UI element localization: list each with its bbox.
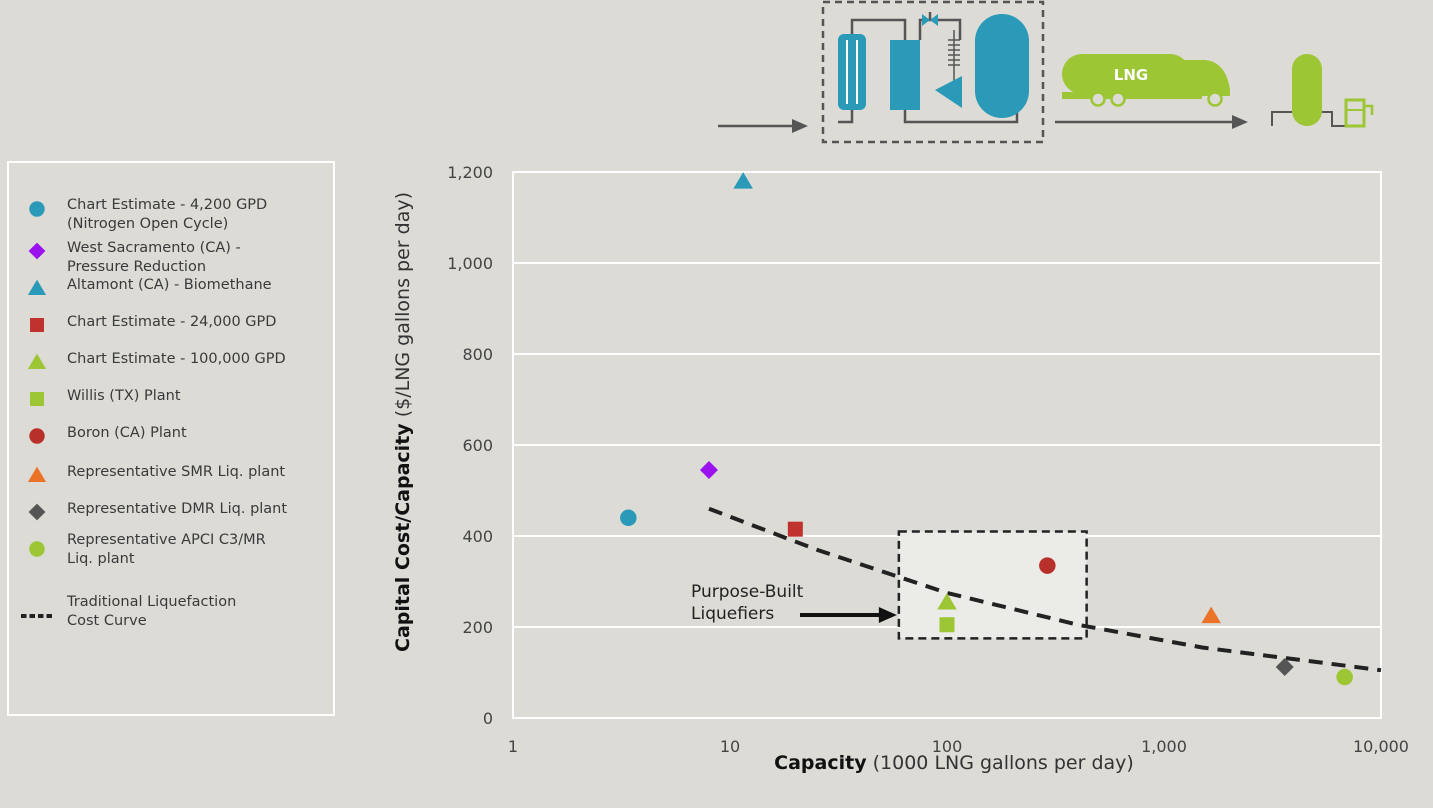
legend-symbol — [28, 503, 46, 521]
legend-label: Chart Estimate - 4,200 GPD (Nitrogen Ope… — [67, 197, 268, 232]
y-tick-label: 200 — [462, 618, 493, 637]
legend-symbol — [29, 428, 45, 444]
data-point — [1039, 557, 1056, 574]
legend-marker — [29, 201, 45, 217]
annotation-arrowhead — [878, 607, 897, 623]
y-tick-label: 400 — [462, 527, 493, 546]
legend-label: Representative DMR Liq. plant — [67, 501, 288, 517]
y-tick-label: 1,200 — [447, 163, 493, 182]
y-tick-label: 800 — [462, 345, 493, 364]
dash-segment — [29, 614, 35, 618]
legend-marker — [28, 503, 46, 521]
legend-label: Representative APCI C3/MR Liq. plant — [67, 532, 266, 567]
legend-marker — [29, 428, 45, 444]
legend-label: Chart Estimate - 24,000 GPD — [67, 314, 277, 330]
legend-label: Altamont (CA) - Biomethane — [67, 277, 272, 293]
purpose-built-region — [897, 530, 1088, 640]
y-tick-label: 0 — [483, 709, 493, 728]
legend-label: West Sacramento (CA) - Pressure Reductio… — [67, 240, 241, 275]
legend-symbol — [27, 353, 47, 369]
truck-label: LNG — [1114, 66, 1148, 84]
data-point — [939, 617, 955, 633]
x-axis-label: Capacity (1000 LNG gallons per day) — [774, 752, 1134, 774]
legend-label: Chart Estimate - 100,000 GPD — [67, 351, 286, 367]
annotation-text: Liquefiers — [691, 604, 774, 624]
process-graphic: LNG — [718, 0, 1374, 144]
legend-label: Willis (TX) Plant — [67, 388, 181, 404]
legend-label: Traditional Liquefaction Cost Curve — [67, 594, 237, 629]
data-point — [699, 461, 718, 480]
legend-marker — [27, 279, 47, 295]
legend-marker — [27, 353, 47, 369]
legend-symbol — [27, 466, 47, 482]
legend-symbol — [29, 541, 45, 557]
liquefier-plant-icon — [821, 0, 1045, 144]
x-tick-label: 10 — [720, 737, 740, 756]
legend-symbol — [27, 279, 47, 295]
legend-symbol — [30, 318, 44, 332]
cost-curve-line — [708, 506, 1382, 673]
annotation-text: Purpose-Built — [691, 582, 804, 602]
data-point — [1275, 658, 1294, 677]
legend-marker — [27, 466, 47, 482]
legend-symbol — [30, 392, 44, 406]
legend-symbol — [21, 614, 52, 618]
data-point — [787, 521, 803, 537]
x-tick-label: 1 — [508, 737, 518, 756]
arrow-right-icon — [1055, 115, 1248, 129]
dash-segment — [38, 614, 44, 618]
storage-dispenser-icon — [1271, 54, 1374, 128]
legend-symbol — [29, 201, 45, 217]
data-point — [1201, 606, 1221, 624]
data-point — [1336, 668, 1353, 686]
legend-label: Representative SMR Liq. plant — [67, 464, 286, 480]
legend-marker — [28, 242, 46, 260]
arrow-right-icon — [718, 119, 808, 133]
legend-symbol — [28, 242, 46, 260]
x-tick-label: 1,000 — [1141, 737, 1187, 756]
y-tick-label: 600 — [462, 436, 493, 455]
legend-marker — [30, 318, 44, 332]
data-point — [733, 172, 753, 189]
x-tick-label: 10,000 — [1353, 737, 1409, 756]
dash-segment — [46, 614, 52, 618]
x-tick-label: 100 — [932, 737, 963, 756]
legend: Chart Estimate - 4,200 GPD (Nitrogen Ope… — [7, 161, 335, 716]
data-point — [620, 509, 637, 527]
legend-label: Boron (CA) Plant — [67, 425, 187, 441]
legend-marker — [29, 541, 45, 557]
legend-dash — [21, 614, 52, 618]
y-tick-label: 1,000 — [447, 254, 493, 273]
dash-segment — [21, 614, 27, 618]
legend-marker — [30, 392, 44, 406]
data-point — [937, 592, 957, 610]
y-axis-label: Capital Cost/Capacity ($/LNG gallons per… — [392, 192, 414, 652]
lng-truck-icon: LNG — [1062, 54, 1230, 107]
